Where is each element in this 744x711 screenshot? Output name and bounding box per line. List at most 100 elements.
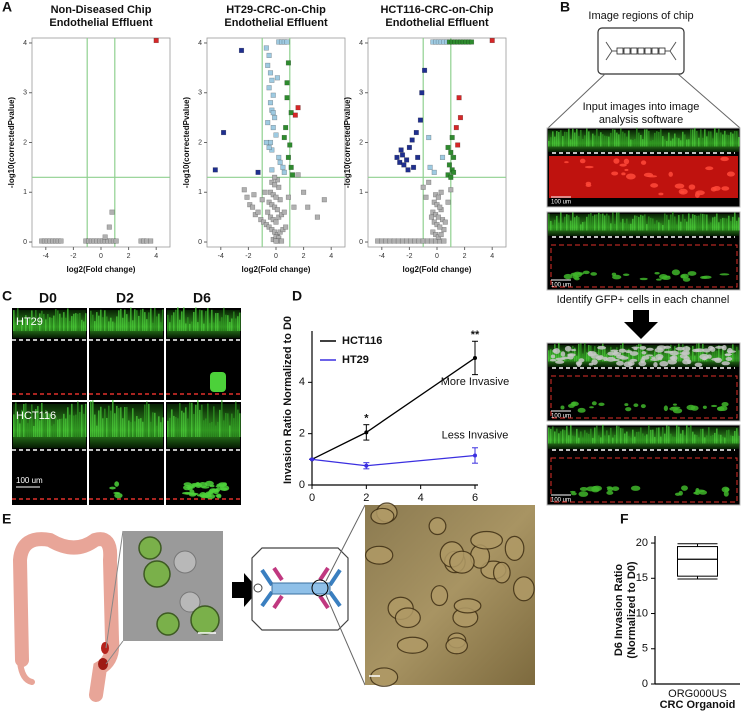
x-tick-label: 2 xyxy=(302,253,306,260)
gfp-streak xyxy=(173,415,175,437)
gfp-streak xyxy=(568,128,570,147)
step-label: analysis software xyxy=(599,114,683,126)
gfp-streak xyxy=(120,407,122,437)
point xyxy=(281,134,287,141)
gfp-streak xyxy=(55,416,57,437)
gfp-streak xyxy=(608,136,610,147)
cell-spot xyxy=(678,188,688,195)
point xyxy=(283,125,289,131)
gfp-streak xyxy=(644,129,646,147)
gfp-streak xyxy=(576,215,578,231)
cell-spot xyxy=(567,353,576,357)
plot-frame xyxy=(367,37,507,248)
organoid xyxy=(190,605,220,635)
gfp-streak xyxy=(550,428,552,444)
gfp-streak xyxy=(566,131,568,147)
gfp-streak xyxy=(112,321,114,331)
point xyxy=(270,192,276,198)
cell-spot xyxy=(611,486,620,491)
cell-spot xyxy=(655,278,662,281)
cell-spot xyxy=(215,494,222,498)
gfp-streak xyxy=(686,221,688,231)
gfp-streak xyxy=(49,317,51,331)
gfp-streak xyxy=(590,428,592,444)
point xyxy=(401,162,407,168)
cell-spot xyxy=(699,353,710,360)
point xyxy=(269,167,275,173)
gfp-streak xyxy=(578,437,580,444)
point xyxy=(433,192,439,198)
column-label: D0 xyxy=(39,290,57,306)
cell-spot xyxy=(611,272,617,277)
gfp-streak xyxy=(21,409,23,437)
point xyxy=(263,45,269,51)
gfp-streak xyxy=(628,130,630,147)
point xyxy=(262,189,268,195)
gfp-streak xyxy=(592,133,594,147)
gfp-streak xyxy=(682,214,684,231)
brightfield-image xyxy=(365,505,535,685)
cell-spot xyxy=(694,192,700,198)
gfp-streak xyxy=(574,132,576,147)
x-tick-label: -4 xyxy=(379,253,385,260)
gfp-streak xyxy=(148,312,150,331)
gfp-streak xyxy=(187,317,189,331)
gfp-streak xyxy=(654,224,656,231)
cell-spot xyxy=(667,359,677,365)
organoid xyxy=(445,637,469,655)
gfp-streak xyxy=(614,129,616,147)
gfp-streak xyxy=(702,428,704,444)
chip-region xyxy=(651,47,659,55)
gfp-streak xyxy=(712,434,714,444)
point xyxy=(430,229,436,235)
y-tick-label: 2 xyxy=(198,139,202,146)
gfp-streak xyxy=(650,140,652,147)
gfp-streak xyxy=(630,350,632,362)
cell-spot xyxy=(597,345,607,350)
chip-region xyxy=(616,47,624,55)
zoom-lines xyxy=(547,73,741,129)
cell-spot xyxy=(589,406,594,409)
gfp-streak xyxy=(189,402,191,437)
gfp-streak xyxy=(118,408,120,437)
bead xyxy=(179,591,201,613)
cell-spot xyxy=(721,401,729,407)
gfp-streak xyxy=(710,131,712,147)
tumor xyxy=(98,658,108,670)
gfp-streak xyxy=(576,128,578,147)
gfp-streak xyxy=(27,319,29,331)
gfp-streak xyxy=(602,424,604,444)
gfp-streak xyxy=(128,420,130,437)
organoid xyxy=(370,667,399,687)
gfp-streak xyxy=(191,321,193,331)
gfp-streak xyxy=(134,309,136,331)
gfp-streak xyxy=(628,436,630,444)
point xyxy=(251,192,257,198)
point xyxy=(284,80,290,86)
gfp-streak xyxy=(584,430,586,444)
cell-spot xyxy=(682,346,691,352)
y-tick-label: 10 xyxy=(636,607,648,619)
gfp-streak xyxy=(554,219,556,231)
gfp-streak xyxy=(169,417,171,437)
gfp-streak xyxy=(144,312,146,331)
chart-title: Endothelial Effluent xyxy=(49,17,153,29)
step-label: Input images into image xyxy=(583,101,700,113)
point xyxy=(270,110,276,116)
gfp-streak xyxy=(588,434,590,444)
point xyxy=(272,229,278,235)
gfp-streak xyxy=(612,437,614,444)
cell-spot xyxy=(109,486,116,490)
point xyxy=(266,52,272,58)
gfp-streak xyxy=(576,355,578,362)
gfp-streak xyxy=(614,223,616,231)
point xyxy=(427,164,433,170)
gfp-streak xyxy=(67,407,69,437)
cell-spot xyxy=(705,166,714,171)
gfp-streak xyxy=(596,214,598,231)
point xyxy=(489,37,495,44)
gfp-streak xyxy=(61,418,63,437)
cell-spot xyxy=(638,360,647,367)
gfp-streak xyxy=(658,222,660,231)
gfp-streak xyxy=(604,347,606,362)
